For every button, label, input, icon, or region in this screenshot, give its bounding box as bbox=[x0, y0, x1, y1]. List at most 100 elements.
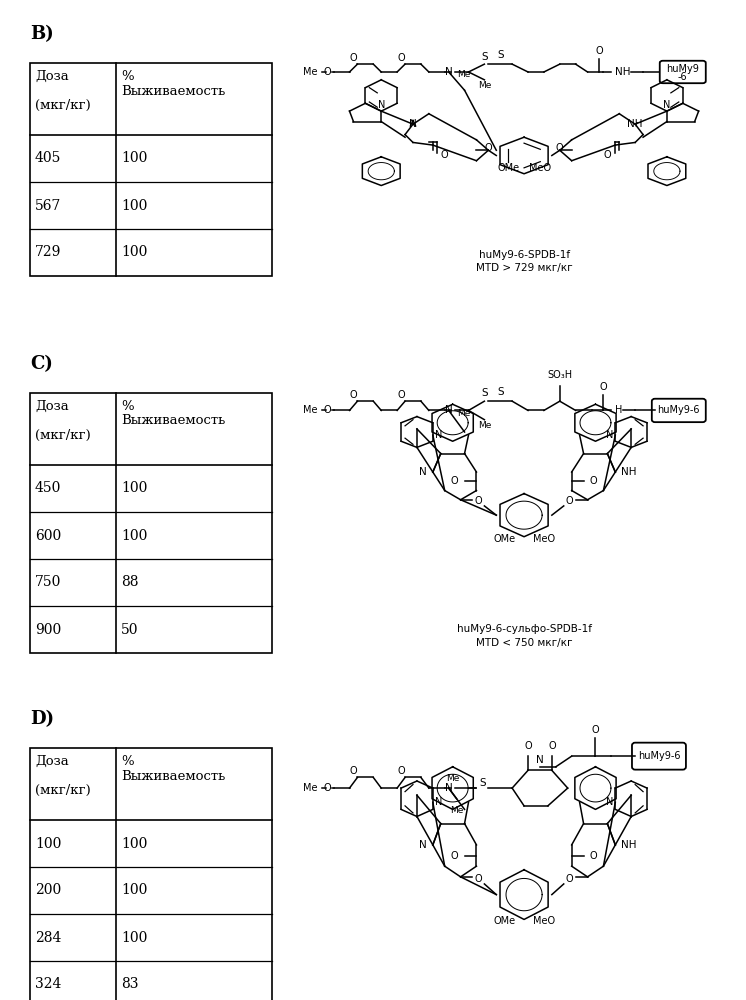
Text: 100: 100 bbox=[121, 245, 147, 259]
Text: B): B) bbox=[30, 25, 54, 43]
Text: 405: 405 bbox=[35, 151, 61, 165]
Text: N: N bbox=[445, 405, 453, 415]
Text: 729: 729 bbox=[35, 245, 61, 259]
Text: N: N bbox=[536, 755, 544, 765]
Text: Me: Me bbox=[457, 70, 471, 79]
Text: O: O bbox=[474, 874, 482, 884]
Text: H: H bbox=[615, 405, 623, 415]
FancyBboxPatch shape bbox=[652, 399, 706, 422]
Text: Me: Me bbox=[304, 67, 318, 77]
Text: MeO: MeO bbox=[529, 163, 551, 173]
Text: %
Выживаемость: % Выживаемость bbox=[121, 400, 225, 428]
Text: O: O bbox=[324, 405, 331, 415]
Text: NH: NH bbox=[627, 119, 643, 129]
Text: O: O bbox=[324, 783, 331, 793]
Text: O: O bbox=[485, 143, 492, 153]
Text: 100: 100 bbox=[121, 930, 147, 944]
Text: 100: 100 bbox=[35, 836, 61, 850]
Text: O: O bbox=[556, 143, 563, 153]
Text: O: O bbox=[589, 851, 597, 861]
Text: N: N bbox=[445, 67, 453, 77]
Text: 100: 100 bbox=[121, 528, 147, 542]
Text: 100: 100 bbox=[121, 482, 147, 495]
Text: S: S bbox=[479, 778, 486, 788]
Text: 83: 83 bbox=[121, 978, 138, 992]
Text: S: S bbox=[497, 387, 504, 397]
Text: O: O bbox=[566, 496, 574, 506]
Text: 600: 600 bbox=[35, 528, 61, 542]
Text: O: O bbox=[604, 150, 611, 160]
Text: O: O bbox=[324, 67, 331, 77]
Text: N: N bbox=[445, 783, 453, 793]
Text: 88: 88 bbox=[121, 575, 138, 589]
Text: Доза

(мкг/кг): Доза (мкг/кг) bbox=[35, 755, 91, 797]
Text: N: N bbox=[409, 119, 417, 129]
Text: NH: NH bbox=[621, 467, 637, 477]
Text: O: O bbox=[350, 390, 357, 400]
Text: NH: NH bbox=[621, 840, 637, 850]
Text: O: O bbox=[398, 766, 405, 776]
Text: 750: 750 bbox=[35, 575, 61, 589]
Text: 200: 200 bbox=[35, 884, 61, 898]
Text: MeO: MeO bbox=[533, 916, 555, 926]
Text: 567: 567 bbox=[35, 198, 61, 213]
FancyBboxPatch shape bbox=[659, 61, 706, 83]
Text: O: O bbox=[451, 851, 459, 861]
Text: huMy9-6: huMy9-6 bbox=[638, 751, 680, 761]
Text: O: O bbox=[600, 382, 607, 392]
Text: O: O bbox=[589, 476, 597, 486]
Text: Me: Me bbox=[477, 421, 491, 430]
Text: 324: 324 bbox=[35, 978, 61, 992]
Text: S: S bbox=[481, 388, 488, 398]
Text: 900: 900 bbox=[35, 622, 61, 636]
Text: huMy9-6-сульфо-SPDB-1f
MTD < 750 мкг/кг: huMy9-6-сульфо-SPDB-1f MTD < 750 мкг/кг bbox=[457, 624, 592, 648]
Text: O: O bbox=[398, 53, 405, 63]
Text: O: O bbox=[474, 496, 482, 506]
Text: N: N bbox=[419, 467, 427, 477]
Text: %
Выживаемость: % Выживаемость bbox=[121, 755, 225, 782]
Text: C): C) bbox=[30, 355, 53, 373]
Text: huMy9-6-SPDB-1f
MTD > 729 мкг/кг: huMy9-6-SPDB-1f MTD > 729 мкг/кг bbox=[476, 250, 572, 273]
Text: D): D) bbox=[30, 710, 54, 728]
Text: 100: 100 bbox=[121, 836, 147, 850]
Text: Me: Me bbox=[457, 409, 471, 418]
Text: O: O bbox=[524, 741, 532, 751]
Text: N: N bbox=[663, 100, 671, 110]
Text: O: O bbox=[595, 46, 604, 56]
Text: N: N bbox=[419, 840, 427, 850]
Text: O: O bbox=[548, 741, 556, 751]
Text: Me: Me bbox=[446, 774, 460, 783]
Text: 450: 450 bbox=[35, 482, 61, 495]
Text: 100: 100 bbox=[121, 151, 147, 165]
Text: Me: Me bbox=[477, 81, 491, 90]
Text: Me: Me bbox=[304, 405, 318, 415]
Text: O: O bbox=[592, 725, 599, 735]
Text: O: O bbox=[566, 874, 574, 884]
Text: O: O bbox=[350, 766, 357, 776]
Text: S: S bbox=[497, 50, 504, 60]
Text: huMy9: huMy9 bbox=[666, 64, 699, 74]
Text: huMy9-6: huMy9-6 bbox=[657, 405, 700, 415]
Text: 50: 50 bbox=[121, 622, 138, 636]
Text: Me: Me bbox=[450, 806, 463, 815]
Text: 100: 100 bbox=[121, 884, 147, 898]
Text: O: O bbox=[441, 150, 448, 160]
Text: N: N bbox=[435, 430, 442, 440]
Text: Доза

(мкг/кг): Доза (мкг/кг) bbox=[35, 70, 91, 112]
FancyBboxPatch shape bbox=[632, 743, 686, 770]
Text: SO₃H: SO₃H bbox=[548, 370, 572, 380]
Text: N: N bbox=[606, 797, 613, 807]
Text: OMe: OMe bbox=[493, 916, 515, 926]
Text: 100: 100 bbox=[121, 198, 147, 213]
Text: OMe: OMe bbox=[493, 534, 515, 544]
Text: %
Выживаемость: % Выживаемость bbox=[121, 70, 225, 98]
Text: N: N bbox=[435, 797, 442, 807]
Text: OMe: OMe bbox=[497, 163, 519, 173]
Text: -6: -6 bbox=[678, 72, 688, 82]
Text: O: O bbox=[350, 53, 357, 63]
Text: NH: NH bbox=[615, 67, 631, 77]
Text: 284: 284 bbox=[35, 930, 61, 944]
Text: Доза

(мкг/кг): Доза (мкг/кг) bbox=[35, 400, 91, 442]
Text: O: O bbox=[398, 390, 405, 400]
Text: Me: Me bbox=[304, 783, 318, 793]
